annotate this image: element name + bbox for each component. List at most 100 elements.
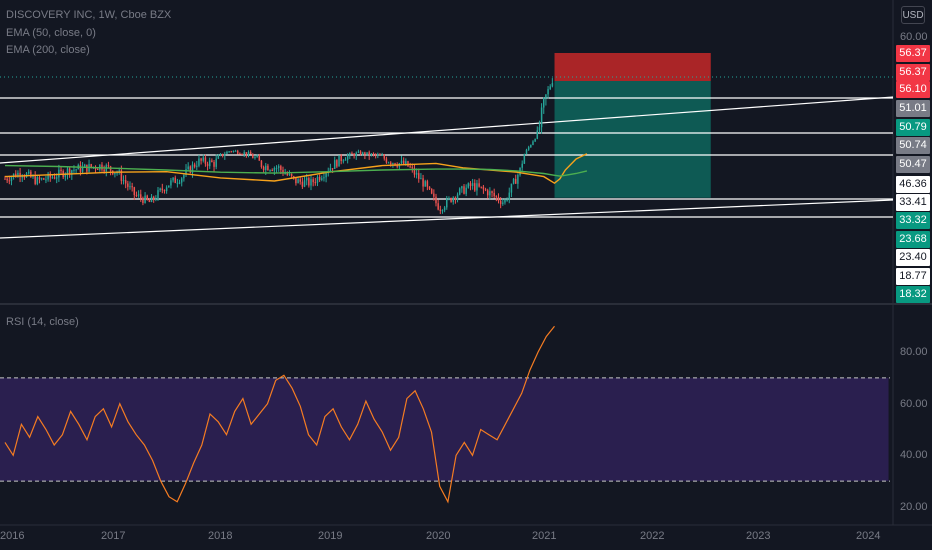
price-tag: 50.74 — [896, 137, 930, 154]
candle-body — [183, 174, 185, 179]
candle-body — [161, 188, 164, 191]
candle-body — [200, 158, 202, 161]
price-tag: 23.68 — [896, 231, 930, 248]
take-profit-zone — [554, 81, 711, 198]
candle-body — [32, 176, 34, 178]
candle-body — [129, 186, 131, 188]
candle-body — [4, 178, 6, 180]
candle-body — [435, 196, 437, 204]
candle-body — [312, 179, 314, 183]
candle-body — [458, 188, 461, 195]
candle-body — [551, 83, 554, 87]
candle-body — [83, 164, 86, 167]
candle-body — [476, 183, 478, 191]
candle-body — [443, 207, 446, 211]
candle-body — [486, 190, 489, 196]
candle-body — [542, 97, 545, 108]
candle-body — [288, 173, 291, 175]
candle-body — [6, 178, 8, 181]
candle-body — [49, 173, 52, 178]
candle-body — [299, 179, 301, 182]
candle-body — [198, 158, 200, 166]
candle-body — [211, 160, 213, 163]
candle-body — [323, 177, 325, 179]
candle-body — [342, 160, 345, 162]
candle-body — [155, 199, 157, 201]
rsi-legend: RSI (14, close) — [6, 316, 79, 328]
candle-body — [538, 127, 541, 131]
candle-body — [478, 183, 480, 187]
candle-body — [215, 158, 217, 167]
candle-body — [366, 152, 368, 155]
time-tick: 2022 — [640, 530, 665, 542]
candle-body — [265, 165, 267, 171]
candle-body — [226, 151, 228, 154]
candle-body — [321, 178, 323, 180]
candle-body — [213, 162, 215, 167]
candle-body — [293, 176, 295, 178]
candle-body — [394, 163, 396, 166]
candle-body — [308, 178, 310, 186]
candle-body — [58, 169, 60, 178]
candle-body — [221, 153, 224, 156]
candle-body — [508, 192, 511, 200]
candle-body — [180, 178, 183, 183]
candle-body — [120, 170, 123, 181]
candle-body — [450, 198, 452, 202]
candle-body — [424, 181, 426, 187]
candle-body — [514, 178, 517, 184]
candle-body — [204, 157, 207, 164]
candle-body — [21, 176, 23, 178]
trendline-upper — [0, 96, 894, 164]
candle-body — [254, 157, 256, 159]
candle-body — [75, 169, 77, 171]
candle-body — [66, 168, 69, 175]
candle-body — [114, 172, 116, 175]
candle-body — [499, 200, 502, 204]
candle-body — [491, 191, 493, 193]
candle-body — [142, 198, 144, 203]
candle-body — [176, 182, 179, 184]
candle-body — [426, 181, 429, 187]
candle-body — [359, 151, 362, 155]
candle-body — [256, 156, 258, 158]
rsi-band — [0, 377, 889, 482]
candle-body — [174, 177, 176, 183]
candle-body — [368, 152, 370, 155]
candle-body — [152, 196, 155, 200]
candle-body — [525, 149, 528, 155]
candle-body — [504, 199, 506, 203]
candle-body — [249, 152, 252, 155]
candle-body — [469, 183, 472, 187]
candle-body — [15, 173, 17, 177]
candle-body — [428, 186, 431, 189]
candle-body — [392, 163, 394, 165]
candle-body — [45, 179, 47, 181]
symbol-title: DISCOVERY INC, 1W, Cboe BZX — [6, 9, 172, 21]
candle-body — [433, 193, 435, 197]
candle-body — [230, 151, 233, 153]
candle-body — [234, 150, 237, 152]
candle-body — [446, 198, 448, 208]
candle-body — [133, 187, 136, 196]
candle-body — [471, 183, 474, 187]
candle-body — [510, 183, 513, 193]
candle-body — [243, 152, 245, 154]
candle-body — [336, 160, 338, 167]
candle-body — [208, 160, 211, 167]
candle-body — [489, 191, 491, 196]
price-tag: 46.36 — [896, 176, 930, 193]
candle-body — [191, 164, 194, 173]
rsi-tick: 40.00 — [900, 449, 928, 461]
candle-body — [418, 173, 420, 179]
candle-body — [506, 199, 508, 201]
candle-body — [409, 166, 411, 168]
candle-body — [170, 180, 172, 186]
candle-body — [355, 152, 358, 156]
currency-button[interactable]: USD — [901, 6, 925, 24]
candle-body — [400, 160, 403, 164]
candle-body — [40, 178, 43, 180]
candle-body — [383, 154, 386, 159]
candle-body — [349, 152, 351, 155]
